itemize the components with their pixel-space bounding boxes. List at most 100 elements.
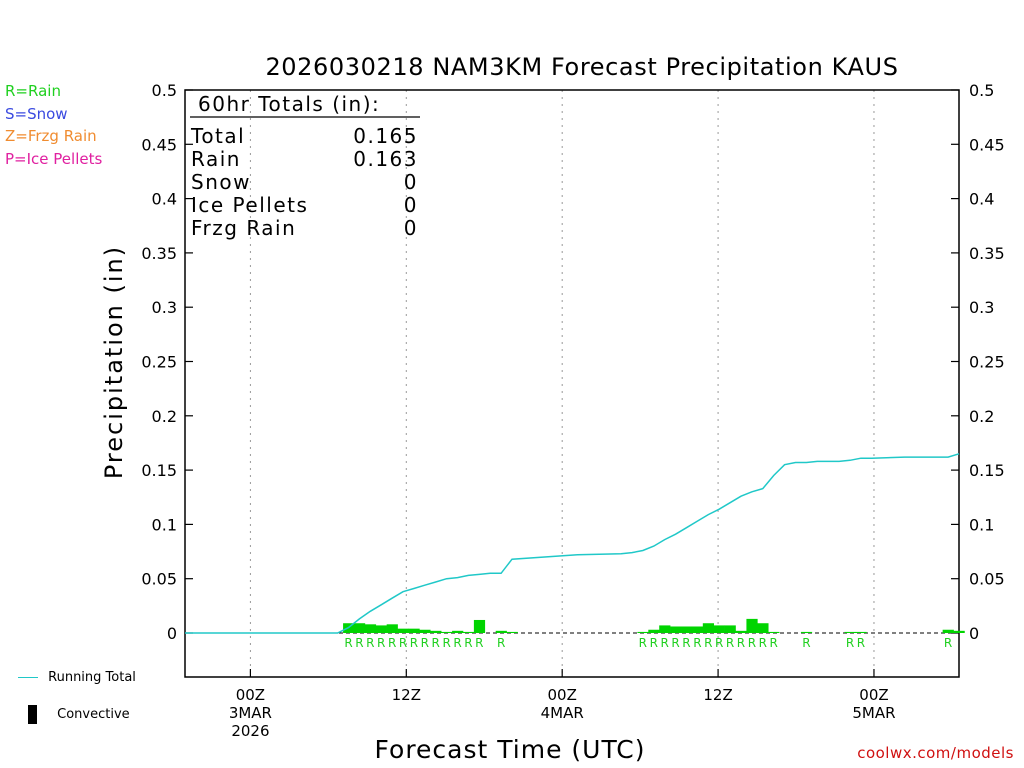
totals-label-3: Ice Pellets: [191, 193, 308, 217]
rain-bar-30: [681, 626, 693, 633]
ptype-label-54: R: [944, 636, 952, 650]
y-tick-label-right-5: 0.25: [969, 353, 1005, 372]
ptype-label-0: R: [344, 636, 352, 650]
rain-bar-3: [375, 625, 387, 633]
ptype-label-45: R: [846, 636, 854, 650]
rain-bar-29: [670, 626, 682, 633]
ptype-label-34: R: [726, 636, 734, 650]
totals-label-1: Rain: [191, 147, 241, 171]
rain-bar-31: [691, 626, 704, 633]
ptype-label-32: R: [704, 636, 712, 650]
ptype-label-7: R: [421, 636, 429, 650]
y-tick-label-left-7: 0.35: [141, 244, 177, 263]
y-tick-label-left-9: 0.45: [141, 135, 177, 154]
running-total-line: [185, 453, 960, 634]
rain-bar-10: [452, 630, 464, 633]
ptype-legend: R=Rain S=Snow Z=Frzg Rain P=Ice Pellets: [5, 80, 102, 170]
ptype-label-2: R: [366, 636, 374, 650]
rain-bar-34: [724, 625, 736, 633]
x-tick-label-0-2: 2026: [231, 722, 269, 740]
ptype-label-5: R: [399, 636, 407, 650]
rain-bar-32: [702, 623, 715, 633]
x-tick-label-4-0: 00Z: [859, 686, 888, 704]
ptype-label-26: R: [639, 636, 647, 650]
y-tick-label-left-6: 0.3: [152, 298, 177, 317]
legend-convective: Convective: [18, 705, 130, 724]
ptype-label-28: R: [660, 636, 668, 650]
totals-label-0: Total: [190, 124, 245, 148]
ptype-label-6: R: [410, 636, 418, 650]
rain-bar-28: [659, 625, 671, 633]
x-tick-label-1-0: 12Z: [392, 686, 421, 704]
running-total-swatch-icon: [18, 677, 38, 678]
ptype-label-33: R: [715, 636, 723, 650]
x-tick-label-3-0: 12Z: [703, 686, 732, 704]
rain-bar-46: [855, 631, 867, 633]
x-tick-label-0-1: 3MAR: [229, 704, 272, 722]
ptype-label-41: R: [802, 636, 810, 650]
y-tick-label-right-0: 0: [969, 624, 979, 643]
legend-running-total-label: Running Total: [48, 670, 136, 685]
legend-running-total: Running Total: [18, 670, 136, 685]
ptype-label-29: R: [671, 636, 679, 650]
ptype-label-36: R: [748, 636, 756, 650]
y-tick-label-left-5: 0.25: [141, 353, 177, 372]
y-tick-label-right-9: 0.45: [969, 135, 1005, 154]
totals-label-2: Snow: [191, 170, 251, 194]
y-tick-label-right-4: 0.2: [969, 407, 994, 426]
y-axis-label: Precipitation (in): [100, 245, 128, 479]
totals-header: 60hr Totals (in):: [198, 92, 380, 116]
rain-bar-11: [462, 631, 475, 633]
y-tick-label-right-8: 0.4: [969, 190, 994, 209]
rain-bar-55: [953, 630, 965, 633]
plot-frame: [184, 89, 960, 678]
rain-bar-36: [746, 618, 758, 633]
x-tick-label-2-0: 00Z: [548, 686, 577, 704]
rain-bar-27: [648, 629, 660, 633]
ptype-legend-ice-pellets: P=Ice Pellets: [5, 149, 103, 168]
ptype-label-9: R: [442, 636, 450, 650]
y-tick-label-right-10: 0.5: [969, 81, 994, 100]
rain-bar-54: [942, 629, 954, 633]
ptype-label-37: R: [759, 636, 767, 650]
rain-bar-33: [713, 625, 725, 633]
ptype-label-12: R: [475, 636, 483, 650]
rain-bar-6: [408, 628, 420, 633]
y-tick-label-left-10: 0.5: [152, 81, 177, 100]
ptype-label-27: R: [650, 636, 658, 650]
ptype-legend-frzg-rain: Z=Frzg Rain: [5, 127, 97, 145]
legend-convective-label: Convective: [57, 707, 130, 722]
y-tick-label-right-3: 0.15: [969, 461, 1005, 480]
ptype-label-35: R: [737, 636, 745, 650]
rain-bar-4: [386, 624, 398, 633]
y-tick-label-left-3: 0.15: [141, 461, 177, 480]
chart-title: 2026030218 NAM3KM Forecast Precipitation…: [265, 53, 898, 81]
y-tick-label-right-7: 0.35: [969, 244, 1005, 263]
ptype-label-10: R: [453, 636, 461, 650]
ptype-label-4: R: [388, 636, 396, 650]
ptype-label-30: R: [682, 636, 690, 650]
ptype-legend-rain: R=Rain: [5, 82, 61, 100]
rain-bar-14: [506, 631, 518, 633]
rain-bar-2: [364, 624, 377, 633]
totals-value-1: 0.163: [353, 147, 418, 171]
rain-bar-35: [735, 630, 747, 633]
rain-bar-13: [495, 630, 507, 633]
ptype-label-3: R: [377, 636, 385, 650]
rain-bar-38: [768, 631, 780, 633]
x-axis-label: Forecast Time (UTC): [375, 735, 646, 764]
rain-bar-5: [397, 628, 409, 633]
credit-link[interactable]: coolwx.com/models: [857, 744, 1014, 762]
convective-swatch-icon: [28, 705, 37, 724]
y-tick-label-left-2: 0.1: [152, 515, 177, 534]
y-tick-label-right-6: 0.3: [969, 298, 994, 317]
totals-value-0: 0.165: [353, 124, 418, 148]
rain-bar-8: [430, 630, 442, 633]
y-tick-label-right-1: 0.05: [969, 570, 1005, 589]
rain-bar-41: [800, 631, 813, 633]
ptype-label-31: R: [693, 636, 701, 650]
ptype-label-11: R: [464, 636, 472, 650]
ptype-label-13: R: [497, 636, 505, 650]
ptype-label-1: R: [355, 636, 363, 650]
rain-bar-37: [757, 623, 769, 633]
